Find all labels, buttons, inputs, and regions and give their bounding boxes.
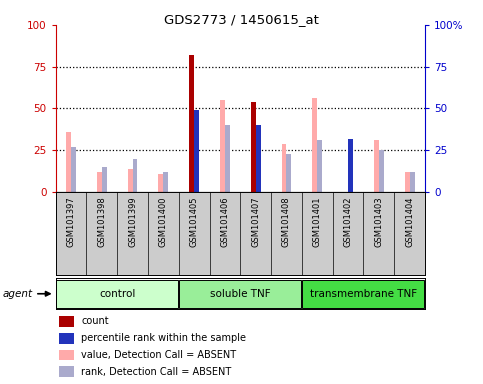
Text: GSM101401: GSM101401 [313, 196, 322, 247]
Bar [220, 100, 225, 192]
Text: agent: agent [2, 289, 32, 299]
Text: GSM101398: GSM101398 [97, 196, 106, 247]
Text: GSM101399: GSM101399 [128, 196, 137, 247]
Bar [163, 172, 168, 192]
Bar [59, 349, 74, 360]
Bar [132, 159, 138, 192]
Bar [379, 150, 384, 192]
Bar [56, 280, 178, 308]
Bar [348, 139, 353, 192]
Bar [374, 140, 379, 192]
Bar [59, 333, 74, 344]
Text: control: control [99, 289, 135, 299]
Bar [256, 125, 261, 192]
Bar [225, 125, 230, 192]
Text: GSM101404: GSM101404 [405, 196, 414, 247]
Text: GSM101397: GSM101397 [67, 196, 75, 247]
Bar [59, 316, 74, 327]
Bar [405, 172, 410, 192]
Text: transmembrane TNF: transmembrane TNF [310, 289, 417, 299]
Bar [97, 172, 102, 192]
Text: GDS2773 / 1450615_at: GDS2773 / 1450615_at [164, 13, 319, 26]
Bar [194, 110, 199, 192]
Text: count: count [82, 316, 109, 326]
Bar [71, 147, 76, 192]
Bar [286, 154, 291, 192]
Bar [179, 280, 301, 308]
Text: percentile rank within the sample: percentile rank within the sample [82, 333, 246, 343]
Bar [128, 169, 132, 192]
Text: GSM101403: GSM101403 [374, 196, 384, 247]
Bar [317, 140, 322, 192]
Bar [66, 132, 71, 192]
Bar [251, 102, 256, 192]
Bar [189, 55, 194, 192]
Bar [102, 167, 107, 192]
Text: soluble TNF: soluble TNF [210, 289, 270, 299]
Bar [59, 366, 74, 377]
Text: value, Detection Call = ABSENT: value, Detection Call = ABSENT [82, 350, 237, 360]
Bar [313, 98, 317, 192]
Text: GSM101406: GSM101406 [220, 196, 229, 247]
Text: rank, Detection Call = ABSENT: rank, Detection Call = ABSENT [82, 367, 232, 377]
Bar [282, 144, 286, 192]
Bar [348, 159, 353, 192]
Text: GSM101402: GSM101402 [343, 196, 353, 247]
Text: GSM101405: GSM101405 [190, 196, 199, 247]
Text: GSM101408: GSM101408 [282, 196, 291, 247]
Bar [158, 174, 163, 192]
Bar [302, 280, 425, 308]
Text: GSM101400: GSM101400 [159, 196, 168, 247]
Bar [410, 172, 414, 192]
Text: GSM101407: GSM101407 [251, 196, 260, 247]
